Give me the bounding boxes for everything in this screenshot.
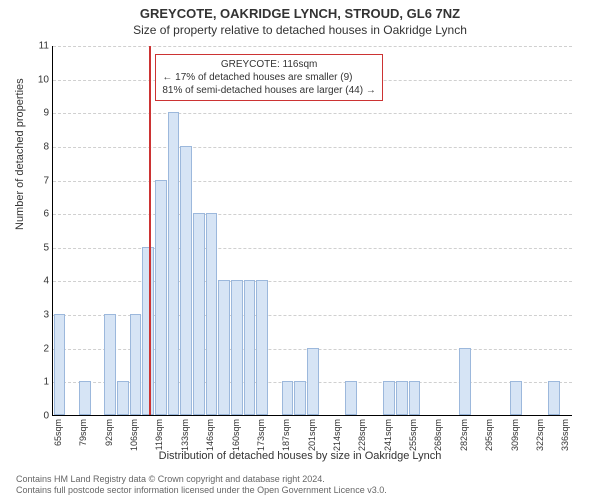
x-tick-label: 106sqm bbox=[129, 419, 139, 451]
histogram-bar bbox=[142, 247, 154, 415]
x-tick-label: 295sqm bbox=[484, 419, 494, 451]
histogram-bar bbox=[218, 280, 230, 415]
histogram-bar bbox=[282, 381, 294, 415]
footer-attribution: Contains HM Land Registry data © Crown c… bbox=[0, 474, 600, 497]
x-tick-label: 268sqm bbox=[433, 419, 443, 451]
y-tick-label: 11 bbox=[29, 41, 49, 52]
y-tick-label: 9 bbox=[29, 108, 49, 119]
y-tick-label: 7 bbox=[29, 175, 49, 186]
x-tick-label: 309sqm bbox=[510, 419, 520, 451]
histogram-bar bbox=[307, 348, 319, 415]
histogram-bar bbox=[396, 381, 408, 415]
y-tick-label: 1 bbox=[29, 377, 49, 388]
y-tick-label: 5 bbox=[29, 242, 49, 253]
y-tick-label: 8 bbox=[29, 141, 49, 152]
histogram-bar bbox=[168, 112, 180, 415]
footer-line-2: Contains full postcode sector informatio… bbox=[16, 485, 600, 496]
histogram-bar bbox=[383, 381, 395, 415]
y-tick-label: 0 bbox=[29, 411, 49, 422]
footer-line-1: Contains HM Land Registry data © Crown c… bbox=[16, 474, 600, 485]
histogram-bar bbox=[510, 381, 522, 415]
x-tick-label: 336sqm bbox=[560, 419, 570, 451]
histogram-bar bbox=[244, 280, 256, 415]
histogram-bar bbox=[345, 381, 357, 415]
histogram-bar bbox=[79, 381, 91, 415]
x-tick-label: 255sqm bbox=[408, 419, 418, 451]
histogram-bar bbox=[409, 381, 421, 415]
annotation-line-text: GREYCOTE: 116sqm bbox=[162, 58, 375, 71]
histogram-bar bbox=[256, 280, 268, 415]
annotation-box: GREYCOTE: 116sqm← 17% of detached houses… bbox=[155, 54, 382, 101]
x-tick-label: 146sqm bbox=[205, 419, 215, 451]
histogram-bar bbox=[130, 314, 142, 415]
annotation-line-text: 81% of semi-detached houses are larger (… bbox=[162, 84, 375, 97]
histogram-bar bbox=[294, 381, 306, 415]
x-tick-label: 133sqm bbox=[180, 419, 190, 451]
x-tick-label: 65sqm bbox=[53, 419, 63, 446]
histogram-bar bbox=[104, 314, 116, 415]
y-tick-label: 2 bbox=[29, 343, 49, 354]
histogram-bar bbox=[193, 213, 205, 415]
x-tick-label: 282sqm bbox=[459, 419, 469, 451]
chart-plot-area: 0123456789101165sqm79sqm92sqm106sqm119sq… bbox=[52, 46, 572, 416]
x-tick-label: 201sqm bbox=[307, 419, 317, 451]
histogram-bar bbox=[117, 381, 129, 415]
y-tick-label: 10 bbox=[29, 74, 49, 85]
x-tick-label: 79sqm bbox=[78, 419, 88, 446]
x-tick-label: 228sqm bbox=[357, 419, 367, 451]
histogram-bar bbox=[548, 381, 560, 415]
histogram-bar bbox=[206, 213, 218, 415]
histogram-bar bbox=[231, 280, 243, 415]
x-tick-label: 160sqm bbox=[231, 419, 241, 451]
x-tick-label: 187sqm bbox=[281, 419, 291, 451]
chart-title-sub: Size of property relative to detached ho… bbox=[0, 21, 600, 41]
y-tick-label: 4 bbox=[29, 276, 49, 287]
bars-group bbox=[53, 46, 572, 415]
x-tick-label: 214sqm bbox=[332, 419, 342, 451]
histogram-bar bbox=[459, 348, 471, 415]
x-axis-label: Distribution of detached houses by size … bbox=[0, 450, 600, 462]
y-tick-label: 3 bbox=[29, 310, 49, 321]
x-tick-label: 92sqm bbox=[104, 419, 114, 446]
annotation-marker-line bbox=[149, 46, 151, 415]
x-tick-label: 241sqm bbox=[383, 419, 393, 451]
x-tick-label: 173sqm bbox=[256, 419, 266, 451]
histogram-bar bbox=[54, 314, 66, 415]
x-tick-label: 322sqm bbox=[535, 419, 545, 451]
y-tick-label: 6 bbox=[29, 209, 49, 220]
y-axis-label: Number of detached properties bbox=[14, 78, 26, 230]
annotation-line-text: ← 17% of detached houses are smaller (9) bbox=[162, 71, 375, 84]
chart-title-main: GREYCOTE, OAKRIDGE LYNCH, STROUD, GL6 7N… bbox=[0, 0, 600, 21]
histogram-bar bbox=[155, 180, 167, 415]
histogram-bar bbox=[180, 146, 192, 415]
x-tick-label: 119sqm bbox=[154, 419, 164, 450]
